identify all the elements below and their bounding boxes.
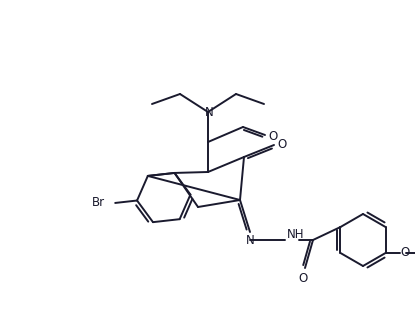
Text: NH: NH — [287, 227, 305, 240]
Text: O: O — [269, 131, 278, 143]
Text: N: N — [246, 234, 254, 246]
Text: O: O — [400, 246, 410, 260]
Text: O: O — [298, 271, 308, 285]
Text: O: O — [277, 139, 287, 151]
Text: Br: Br — [92, 196, 105, 210]
Text: N: N — [205, 106, 213, 118]
